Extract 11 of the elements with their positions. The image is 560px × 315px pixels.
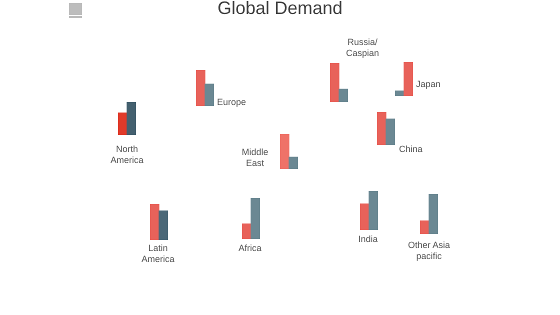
text: Latin America bbox=[140, 243, 176, 265]
text: Global Demand bbox=[216, 0, 344, 19]
chart-title: Russia/ Caspian bbox=[344, 37, 380, 59]
text: Africa bbox=[237, 243, 262, 254]
text: Other Asia pacific bbox=[406, 240, 452, 262]
text: North America bbox=[109, 144, 144, 166]
text: Japan bbox=[416, 79, 442, 90]
text: Middle East bbox=[240, 147, 270, 169]
text: China bbox=[399, 144, 424, 155]
text: Europe bbox=[217, 97, 248, 108]
text: India bbox=[357, 234, 379, 245]
